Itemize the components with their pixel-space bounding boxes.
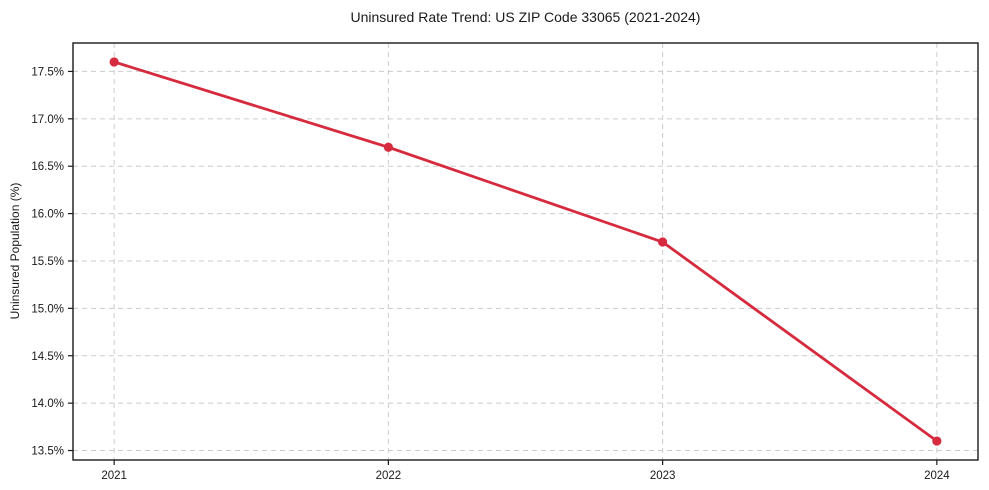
- y-tick-label: 13.5%: [31, 446, 64, 458]
- x-tick-label: 2024: [924, 470, 950, 482]
- y-tick-label: 17.0%: [31, 114, 64, 126]
- data-point: [658, 237, 668, 247]
- x-tick-label: 2022: [376, 470, 402, 482]
- x-tick-label: 2021: [101, 470, 127, 482]
- plot-frame: [72, 42, 979, 461]
- y-tick-label: 17.5%: [31, 66, 64, 78]
- y-tick-label: 15.0%: [31, 303, 64, 315]
- y-tick-label: 15.5%: [31, 256, 64, 268]
- data-point: [932, 436, 942, 446]
- chart-title: Uninsured Rate Trend: US ZIP Code 33065 …: [350, 9, 701, 25]
- data-point: [109, 57, 119, 67]
- y-tick-label: 16.5%: [31, 161, 64, 173]
- y-tick-label: 16.0%: [31, 209, 64, 221]
- y-tick-label: 14.0%: [31, 398, 64, 410]
- y-tick-label: 14.5%: [31, 351, 64, 363]
- data-point: [383, 142, 393, 152]
- trend-line: [112, 60, 939, 443]
- x-tick-label: 2023: [650, 470, 676, 482]
